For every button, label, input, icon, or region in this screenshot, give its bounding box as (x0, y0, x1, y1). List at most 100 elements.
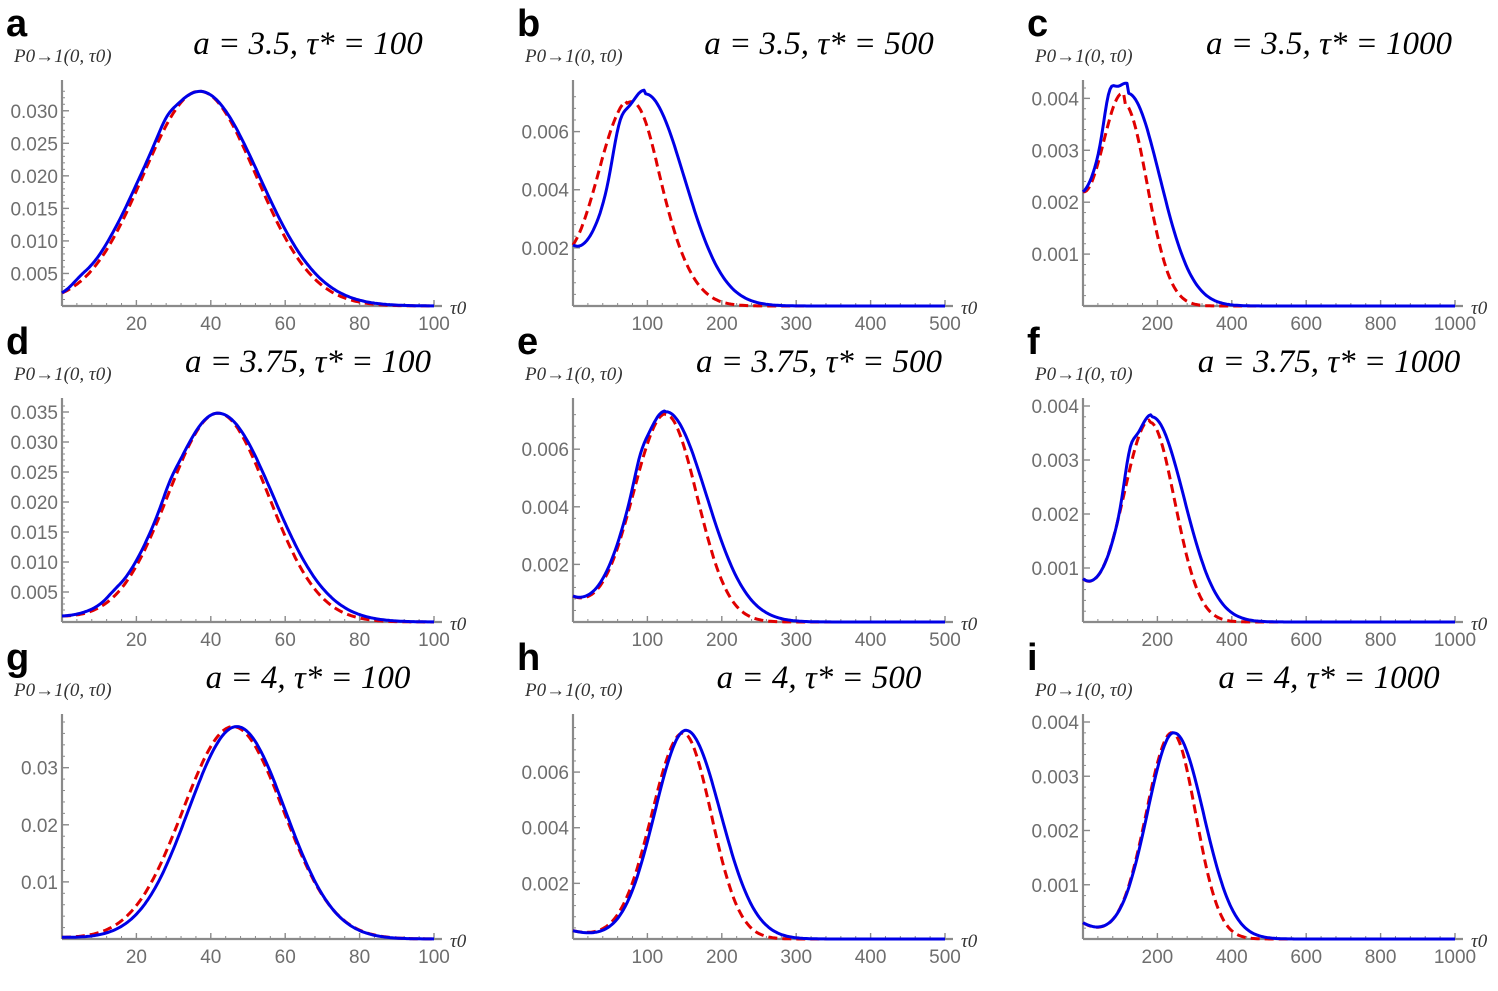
y-tick-label: 0.003 (1031, 141, 1079, 162)
y-tick-label: 0.006 (521, 440, 569, 461)
series-exact-line (1081, 81, 1455, 308)
x-tick-label: 400 (1216, 630, 1248, 651)
y-tick-label: 0.002 (1031, 505, 1079, 526)
y-tick-label: 0.025 (10, 134, 58, 155)
y-axis-label: P0→1(0, τ0) (13, 46, 112, 67)
chart-title: a = 3.75, τ* = 100 (185, 344, 432, 380)
y-tick-label: 0.002 (521, 555, 569, 576)
series-exact-line (62, 725, 434, 941)
chart-panel-h: h a = 4, τ* = 500 P0→1(0, τ0) τ0 100 200 300 40… (517, 637, 978, 968)
y-axis-label: P0→1(0, τ0) (524, 680, 623, 701)
x-tick-label: 1000 (1434, 314, 1476, 335)
chart-panel-i: i a = 4, τ* = 1000 P0→1(0, τ0) τ0 200 400 600 8… (1027, 637, 1488, 968)
y-tick-label: 0.001 (1031, 245, 1079, 266)
y-tick-label: 0.002 (1031, 822, 1079, 843)
chart-panel-a: a a = 3.5, τ* = 100 P0→1(0, τ0) τ0 20 40 60 80 1… (6, 3, 467, 335)
x-tick-label: 100 (418, 630, 450, 651)
x-tick-label: 800 (1365, 630, 1397, 651)
y-tick-label: 0.004 (1031, 713, 1079, 734)
chart-title: a = 4, τ* = 100 (206, 660, 411, 696)
series-exact-line (572, 409, 945, 624)
x-axis-label: τ0 (1471, 931, 1488, 952)
y-tick-label: 0.006 (521, 123, 569, 144)
chart-title: a = 3.5, τ* = 100 (193, 26, 423, 62)
series-approximation-line (571, 99, 945, 308)
x-tick-label: 500 (929, 314, 961, 335)
x-axis-label: τ0 (450, 298, 467, 319)
panel-letter: a (6, 3, 28, 45)
y-tick-label: 0.002 (1031, 193, 1079, 214)
y-tick-label: 0.003 (1031, 767, 1079, 788)
chart-panel-e: e a = 3.75, τ* = 500 P0→1(0, τ0) τ0 100 200 30… (517, 321, 978, 651)
panel-letter: e (517, 321, 538, 363)
panel-letter: i (1027, 637, 1038, 679)
x-tick-label: 500 (929, 630, 961, 651)
x-tick-label: 300 (780, 947, 812, 968)
series-exact-line (572, 728, 945, 941)
y-tick-label: 0.001 (1031, 559, 1079, 580)
panel-letter: g (6, 637, 29, 679)
y-tick-label: 0.01 (21, 873, 58, 894)
x-tick-label: 300 (780, 314, 812, 335)
x-tick-label: 1000 (1434, 630, 1476, 651)
series-exact-line (572, 88, 945, 308)
x-tick-label: 800 (1365, 947, 1397, 968)
x-axis-label: τ0 (961, 931, 978, 952)
y-tick-label: 0.035 (10, 403, 58, 424)
y-tick-label: 0.002 (521, 874, 569, 895)
y-axis-label: P0→1(0, τ0) (1034, 364, 1133, 385)
chart-panel-b: b a = 3.5, τ* = 500 P0→1(0, τ0) τ0 100 200 300… (517, 3, 978, 335)
chart-title: a = 3.75, τ* = 1000 (1198, 344, 1461, 380)
chart-panel-c: c a = 3.5, τ* = 1000 P0→1(0, τ0) τ0 200 400 60… (1027, 3, 1488, 335)
x-tick-label: 40 (200, 314, 221, 335)
y-tick-label: 0.001 (1031, 876, 1079, 897)
x-axis-label: τ0 (450, 931, 467, 952)
x-tick-label: 100 (418, 947, 450, 968)
x-tick-label: 400 (855, 630, 887, 651)
y-tick-label: 0.005 (10, 264, 58, 285)
y-tick-label: 0.004 (1031, 397, 1079, 418)
y-tick-label: 0.015 (10, 199, 58, 220)
x-tick-label: 400 (855, 947, 887, 968)
x-tick-label: 200 (1142, 630, 1174, 651)
y-axis-label: P0→1(0, τ0) (524, 46, 623, 67)
x-tick-label: 400 (1216, 947, 1248, 968)
x-tick-label: 100 (418, 314, 450, 335)
x-tick-label: 1000 (1434, 947, 1476, 968)
x-tick-label: 20 (126, 314, 147, 335)
chart-panel-g: g a = 4, τ* = 100 P0→1(0, τ0) τ0 20 40 60 80 100… (6, 637, 467, 968)
y-tick-label: 0.010 (10, 232, 58, 253)
x-tick-label: 40 (200, 630, 221, 651)
panel-letter: d (6, 321, 29, 363)
x-axis-label: τ0 (961, 614, 978, 635)
y-tick-label: 0.015 (10, 523, 58, 544)
x-axis-label: τ0 (1471, 298, 1488, 319)
y-tick-label: 0.003 (1031, 451, 1079, 472)
chart-panel-d: d a = 3.75, τ* = 100 P0→1(0, τ0) τ0 20 40 60 80… (6, 321, 467, 651)
y-axis-label: P0→1(0, τ0) (524, 364, 623, 385)
x-tick-label: 300 (780, 630, 812, 651)
x-tick-label: 60 (275, 630, 296, 651)
y-tick-label: 0.02 (21, 816, 58, 837)
x-tick-label: 600 (1290, 314, 1322, 335)
series-exact-line (61, 89, 434, 308)
y-tick-label: 0.006 (521, 763, 569, 784)
series-approximation-line (61, 89, 434, 308)
y-tick-label: 0.03 (21, 759, 58, 780)
x-tick-label: 100 (632, 314, 664, 335)
chart-title: a = 3.75, τ* = 500 (696, 344, 943, 380)
panel-letter: c (1027, 3, 1048, 45)
y-tick-label: 0.020 (10, 493, 58, 514)
series-approximation-line (572, 412, 945, 624)
x-tick-label: 80 (349, 314, 370, 335)
x-tick-label: 20 (126, 630, 147, 651)
y-axis-label: P0→1(0, τ0) (1034, 46, 1133, 67)
chart-title: a = 4, τ* = 500 (717, 660, 922, 696)
y-axis-label: P0→1(0, τ0) (13, 364, 112, 385)
x-tick-label: 500 (929, 947, 961, 968)
y-tick-label: 0.004 (521, 819, 569, 840)
x-tick-label: 200 (706, 314, 738, 335)
y-tick-label: 0.020 (10, 167, 58, 188)
x-tick-label: 600 (1290, 630, 1322, 651)
x-tick-label: 600 (1290, 947, 1322, 968)
